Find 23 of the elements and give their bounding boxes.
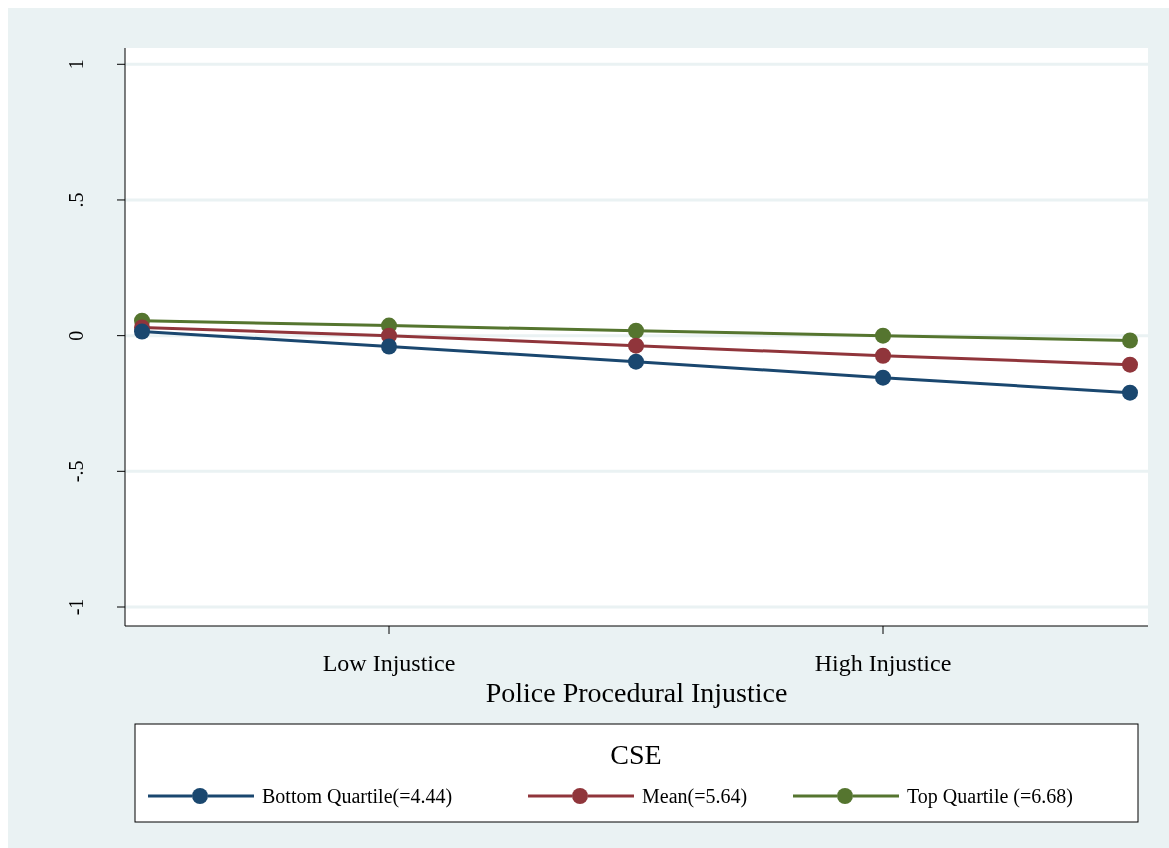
legend-label: Top Quartile (=6.68)	[907, 785, 1073, 808]
point	[875, 347, 891, 364]
y-tick-label: -1	[65, 598, 87, 616]
x-axis-title: Police Procedural Injustice	[485, 677, 788, 708]
point	[1122, 356, 1138, 373]
x-tick-label: High Injustice	[814, 650, 952, 676]
legend-label: Bottom Quartile(=4.44)	[262, 785, 453, 808]
y-tick-label: .5	[65, 192, 87, 208]
y-tick-label: 1	[65, 59, 87, 70]
point	[134, 323, 150, 340]
point	[875, 369, 891, 386]
y-tick-label: 0	[65, 330, 87, 341]
point	[628, 337, 644, 354]
point	[628, 353, 644, 370]
legend-title: CSE	[610, 739, 662, 770]
point	[875, 327, 891, 344]
x-tick-label: Low Injustice	[322, 650, 456, 676]
y-tick-label: -.5	[65, 460, 87, 483]
point	[381, 338, 397, 355]
legend-label: Mean(=5.64)	[642, 785, 748, 808]
point	[628, 322, 644, 339]
point	[1122, 332, 1138, 349]
point	[1122, 384, 1138, 401]
